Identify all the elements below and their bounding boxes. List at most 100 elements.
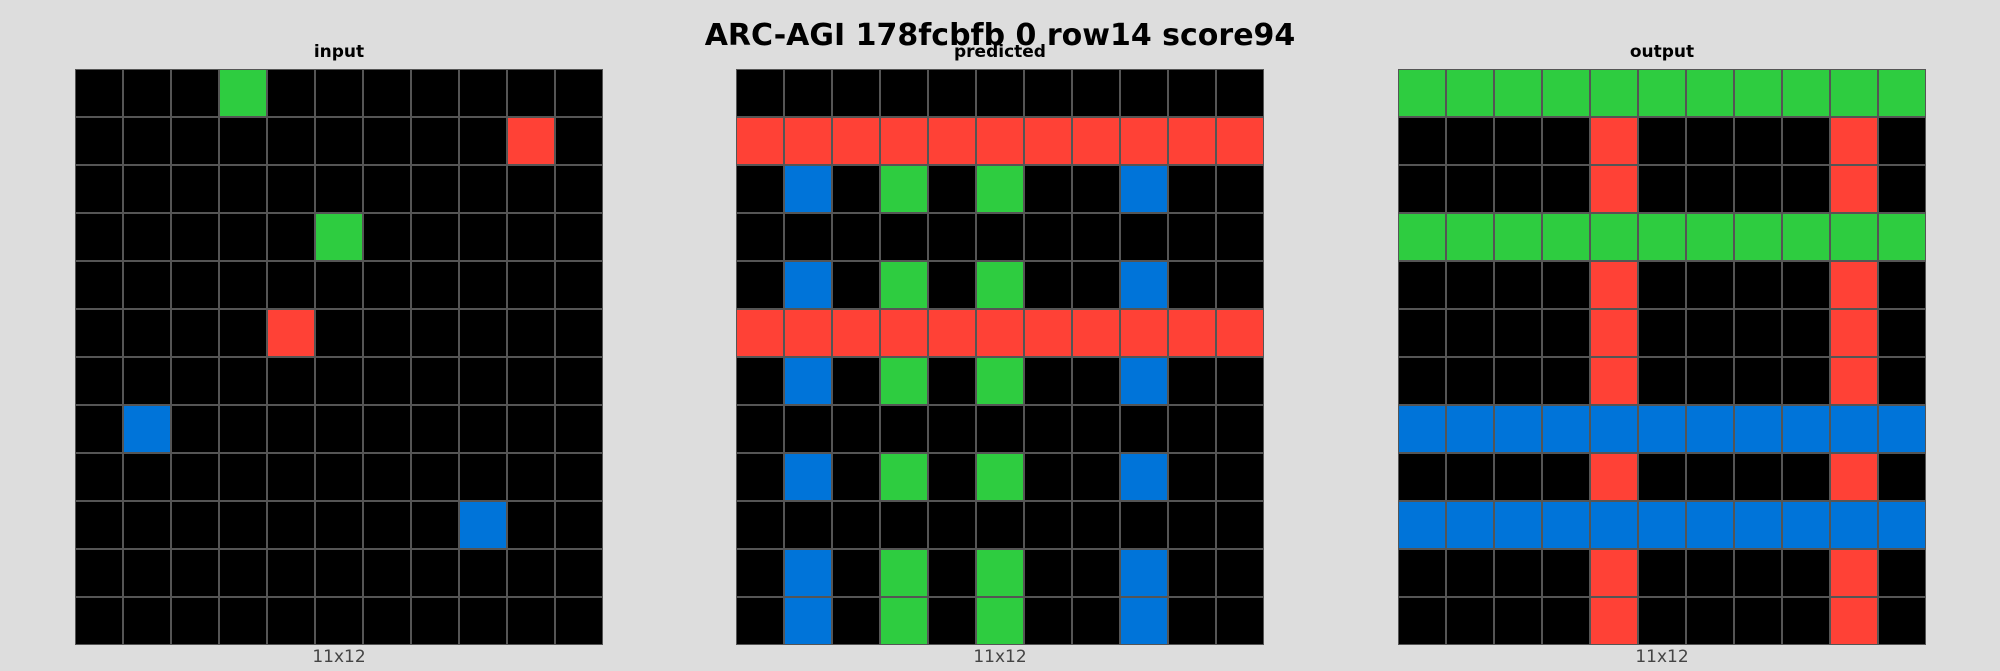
grid-cell <box>459 261 507 309</box>
grid-cell <box>1398 549 1446 597</box>
grid-cell <box>1398 405 1446 453</box>
grid-cell <box>1216 405 1264 453</box>
grid-cell <box>1024 501 1072 549</box>
grid-cell <box>1542 261 1590 309</box>
predicted-panel: predicted 11x12 <box>736 0 1264 671</box>
grid-cell <box>736 453 784 501</box>
output-panel-title: output <box>1629 42 1695 62</box>
grid-cell <box>976 261 1024 309</box>
grid-cell <box>75 165 123 213</box>
grid-cell <box>411 549 459 597</box>
grid-cell <box>267 165 315 213</box>
grid-cell <box>1686 357 1734 405</box>
grid-cell <box>1168 453 1216 501</box>
grid-cell <box>1446 405 1494 453</box>
grid-cell <box>507 165 555 213</box>
grid-cell <box>171 405 219 453</box>
grid-cell <box>976 165 1024 213</box>
grid-cell <box>736 69 784 117</box>
grid-cell <box>1024 597 1072 645</box>
grid-cell <box>1878 597 1926 645</box>
grid-cell <box>1072 213 1120 261</box>
grid-cell <box>1590 261 1638 309</box>
grid-cell <box>976 213 1024 261</box>
grid-cell <box>1216 597 1264 645</box>
grid-cell <box>555 117 603 165</box>
grid-cell <box>832 453 880 501</box>
grid-cell <box>1168 549 1216 597</box>
grid-cell <box>1830 213 1878 261</box>
grid-cell <box>928 261 976 309</box>
grid-cell <box>459 357 507 405</box>
grid-cell <box>832 501 880 549</box>
grid-cell <box>75 501 123 549</box>
grid-cell <box>1734 261 1782 309</box>
grid-cell <box>832 597 880 645</box>
grid-cell <box>1446 261 1494 309</box>
grid-cell <box>267 213 315 261</box>
grid-cell <box>928 213 976 261</box>
grid-cell <box>219 549 267 597</box>
grid-cell <box>1494 261 1542 309</box>
grid-cell <box>1830 549 1878 597</box>
grid-cell <box>267 453 315 501</box>
grid-cell <box>171 117 219 165</box>
grid-cell <box>315 357 363 405</box>
grid-cell <box>1878 501 1926 549</box>
grid-cell <box>880 597 928 645</box>
grid-cell <box>459 405 507 453</box>
grid-cell <box>1168 357 1216 405</box>
grid-cell <box>880 213 928 261</box>
grid-cell <box>507 453 555 501</box>
input-panel-title: input <box>313 42 365 62</box>
grid-cell <box>363 165 411 213</box>
grid-cell <box>507 69 555 117</box>
grid-cell <box>171 261 219 309</box>
grid-cell <box>784 549 832 597</box>
grid-cell <box>1494 165 1542 213</box>
grid-cell <box>1024 309 1072 357</box>
grid-cell <box>363 309 411 357</box>
grid-cell <box>1734 309 1782 357</box>
grid-cell <box>1446 69 1494 117</box>
grid-cell <box>1494 117 1542 165</box>
grid-cell <box>928 549 976 597</box>
grid-cell <box>1782 117 1830 165</box>
grid-cell <box>411 501 459 549</box>
grid-cell <box>459 165 507 213</box>
grid-cell <box>315 165 363 213</box>
grid-cell <box>1216 165 1264 213</box>
grid-cell <box>1024 165 1072 213</box>
grid-cell <box>171 165 219 213</box>
grid-cell <box>976 309 1024 357</box>
grid-cell <box>1168 501 1216 549</box>
grid-cell <box>219 213 267 261</box>
grid-cell <box>123 453 171 501</box>
grid-cell <box>832 549 880 597</box>
grid-cell <box>1590 309 1638 357</box>
grid-cell <box>1590 549 1638 597</box>
grid-cell <box>1878 309 1926 357</box>
grid-cell <box>1638 501 1686 549</box>
grid-cell <box>928 501 976 549</box>
grid-cell <box>1024 357 1072 405</box>
grid-cell <box>123 69 171 117</box>
grid-cell <box>1494 213 1542 261</box>
grid-cell <box>1168 165 1216 213</box>
grid-cell <box>171 501 219 549</box>
grid-cell <box>1782 357 1830 405</box>
grid-cell <box>880 453 928 501</box>
grid-cell <box>1638 117 1686 165</box>
grid-cell <box>1638 453 1686 501</box>
grid-cell <box>1542 117 1590 165</box>
grid-cell <box>832 213 880 261</box>
grid-cell <box>1024 69 1072 117</box>
grid-cell <box>1398 117 1446 165</box>
grid-cell <box>1686 501 1734 549</box>
grid-cell <box>1542 309 1590 357</box>
grid-cell <box>1734 597 1782 645</box>
grid-cell <box>315 501 363 549</box>
grid-cell <box>1120 405 1168 453</box>
grid-cell <box>1216 69 1264 117</box>
grid-cell <box>1686 405 1734 453</box>
